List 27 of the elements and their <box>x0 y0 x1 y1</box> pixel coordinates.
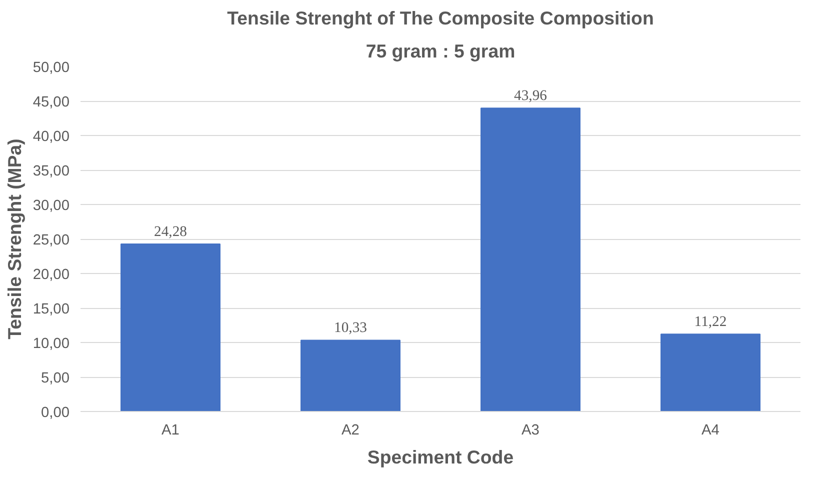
bar <box>300 340 400 412</box>
y-axis-title: Tensile Strenght (MPa) <box>4 138 25 340</box>
x-tick-label: A2 <box>342 422 360 438</box>
y-tick-label: 10,00 <box>32 336 70 352</box>
x-tick-label: A3 <box>522 422 540 438</box>
chart-title: Tensile Strenght of The Composite Composition <box>227 8 654 28</box>
y-tick-label: 5,00 <box>40 370 70 386</box>
x-tick-label: A4 <box>702 422 720 438</box>
x-tick-label: A1 <box>162 422 180 438</box>
y-tick-label: 15,00 <box>32 302 70 318</box>
y-tick-label: 0,00 <box>40 405 70 421</box>
y-tick-label: 40,00 <box>32 129 70 145</box>
bar <box>480 108 580 412</box>
data-label: 24,28 <box>154 224 187 240</box>
y-tick-label: 20,00 <box>32 267 70 283</box>
bar <box>660 334 760 412</box>
y-tick-label: 50,00 <box>32 60 70 76</box>
data-label: 11,22 <box>694 314 727 330</box>
bar <box>120 243 220 412</box>
data-label: 10,33 <box>334 320 367 336</box>
y-tick-label: 30,00 <box>32 198 70 214</box>
data-label: 43,96 <box>514 88 547 104</box>
y-tick-label: 25,00 <box>32 232 70 248</box>
x-axis-title: Speciment Code <box>367 446 514 468</box>
y-tick-label: 35,00 <box>32 164 70 180</box>
chart-subtitle: 75 gram : 5 gram <box>366 40 516 62</box>
y-tick-label: 45,00 <box>32 94 70 110</box>
